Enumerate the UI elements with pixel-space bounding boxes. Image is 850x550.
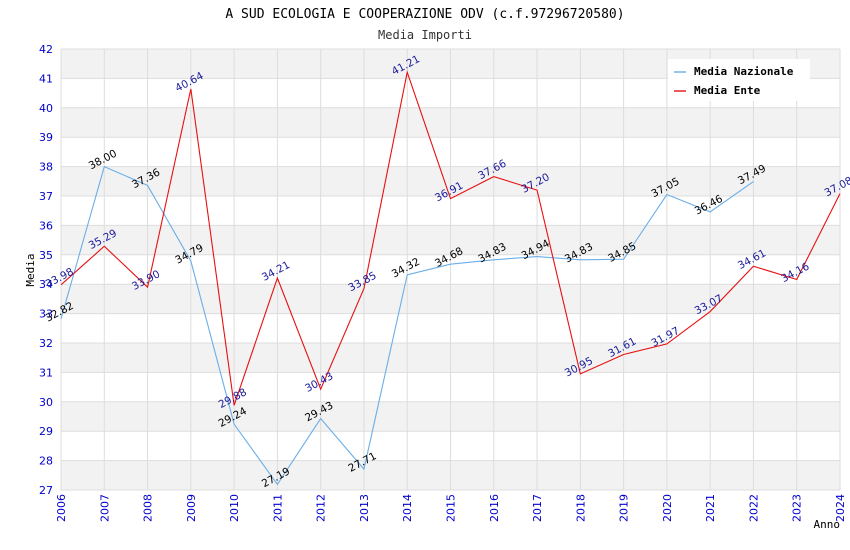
x-tick-label: 2022 [747, 494, 760, 522]
series-lines [60, 70, 841, 486]
x-tick-label: 2014 [401, 494, 414, 522]
y-tick-label: 36 [39, 219, 53, 232]
y-tick-label: 40 [39, 102, 53, 115]
y-tick-label: 42 [39, 43, 53, 56]
data-label: 30.43 [303, 370, 335, 395]
legend-label-media-ente: Media Ente [694, 84, 761, 97]
x-tick-label: 2019 [618, 494, 631, 522]
y-tick-label: 32 [39, 337, 53, 350]
y-tick-label: 29 [39, 425, 53, 438]
y-tick-label: 33 [39, 308, 53, 321]
legend: Media Nazionale Media Ente [668, 59, 810, 101]
y-tick-label: 28 [39, 455, 53, 468]
data-label: 34.32 [390, 256, 422, 281]
legend-label-media-nazionale: Media Nazionale [694, 65, 794, 78]
x-tick-label: 2017 [531, 494, 544, 522]
x-axis-label: Anno [814, 518, 841, 531]
x-axis-ticks: 2006 2007 2008 2009 2010 2011 2012 2013 2014 2015… [55, 494, 847, 522]
y-tick-label: 41 [39, 72, 53, 85]
x-tick-label: 2012 [315, 494, 328, 522]
y-tick-label: 35 [39, 249, 53, 262]
x-tick-label: 2011 [271, 494, 284, 522]
x-tick-label: 2021 [704, 494, 717, 522]
y-tick-label: 39 [39, 131, 53, 144]
x-tick-label: 2009 [185, 494, 198, 522]
x-tick-label: 2016 [488, 494, 501, 522]
x-tick-label: 2010 [228, 494, 241, 522]
x-tick-label: 2018 [574, 494, 587, 522]
y-tick-label: 37 [39, 190, 53, 203]
x-tick-label: 2024 [834, 494, 847, 522]
x-tick-label: 2020 [661, 494, 674, 522]
legend-box [668, 59, 810, 101]
x-tick-label: 2013 [358, 494, 371, 522]
x-tick-label: 2008 [142, 494, 155, 522]
y-axis-label: Media [24, 253, 37, 286]
series-line-media-ente [60, 70, 841, 406]
y-tick-label: 34 [39, 278, 53, 291]
data-label: 32.82 [44, 300, 76, 325]
chart-title: A SUD ECOLOGIA E COOPERAZIONE ODV (c.f.9… [225, 7, 624, 22]
chart-subtitle: Media Importi [378, 28, 472, 42]
x-tick-label: 2023 [791, 494, 804, 522]
x-tick-label: 2015 [445, 494, 458, 522]
x-tick-label: 2006 [55, 494, 68, 522]
data-label: 34.21 [260, 259, 292, 284]
series-line-media-nazionale [60, 165, 754, 486]
y-tick-label: 31 [39, 366, 53, 379]
x-tick-label: 2007 [98, 494, 111, 522]
y-tick-label: 30 [39, 396, 53, 409]
y-tick-label: 27 [39, 484, 53, 497]
y-axis-ticks: 27 28 29 30 31 32 33 34 35 36 37 38 39 40 41 42 [39, 43, 53, 497]
data-label: 34.16 [779, 260, 811, 285]
y-tick-label: 38 [39, 161, 53, 174]
